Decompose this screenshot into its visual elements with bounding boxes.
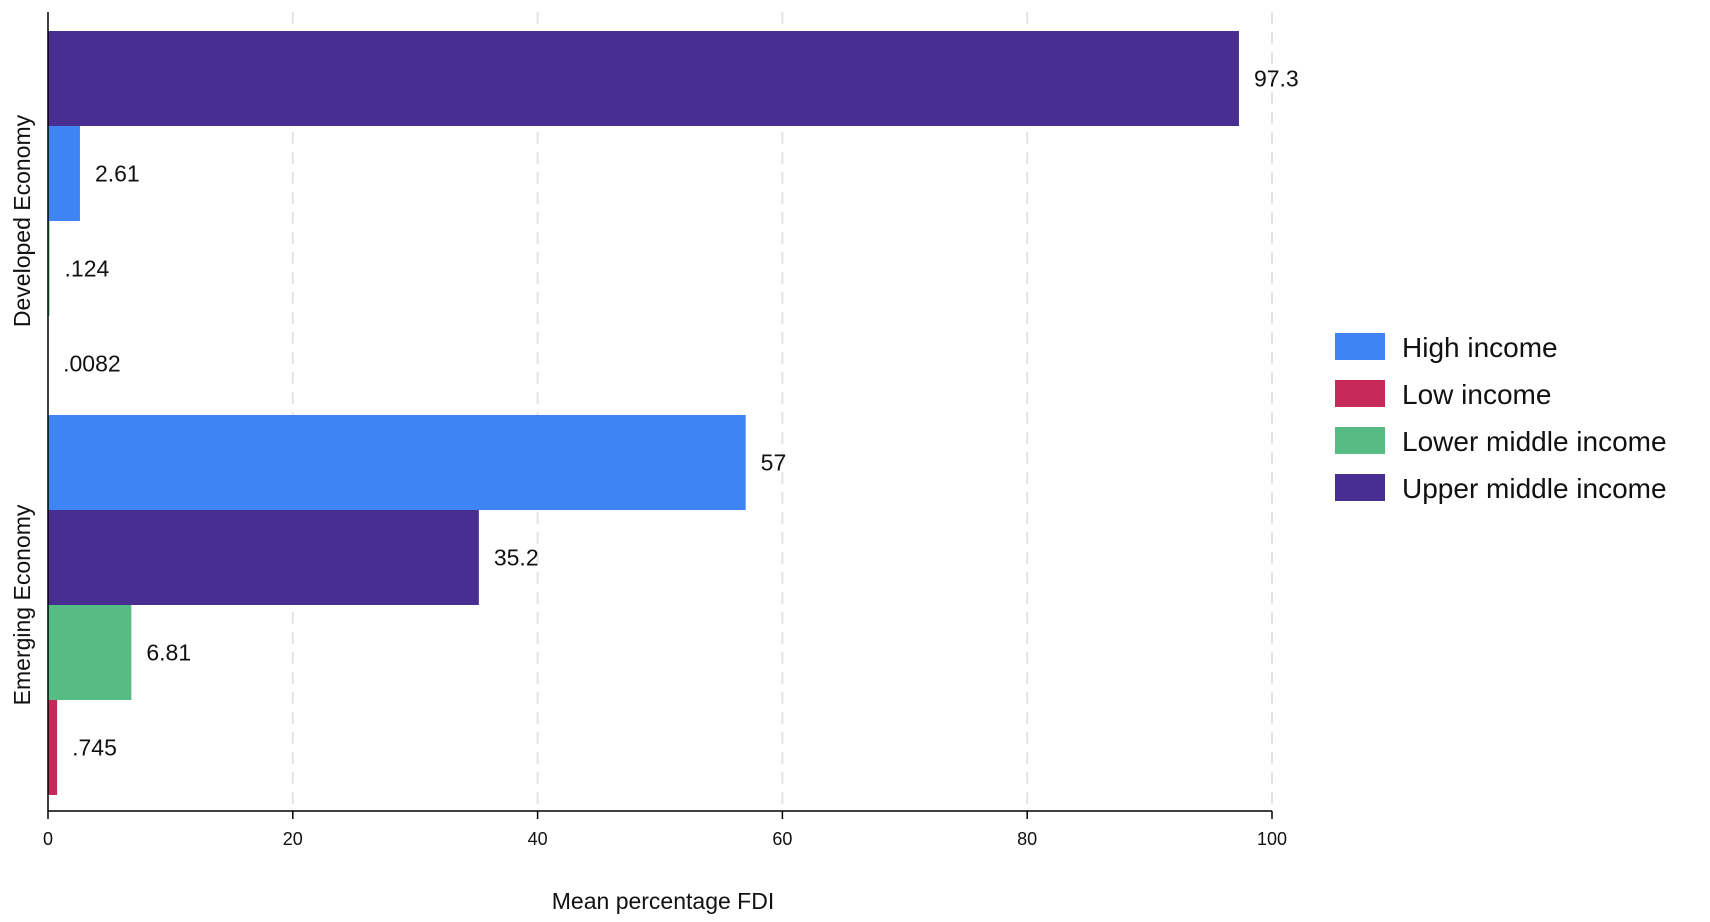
legend-label: High income (1402, 332, 1558, 363)
bar (48, 126, 80, 221)
bar (48, 221, 50, 316)
bar (48, 415, 746, 510)
x-tick-label: 100 (1257, 829, 1287, 849)
y-category-label: Developed Economy (9, 114, 35, 327)
x-axis-title: Mean percentage FDI (552, 888, 774, 914)
legend-swatch (1335, 380, 1385, 407)
bar-value-label: .745 (72, 735, 117, 761)
x-tick-label: 0 (43, 829, 53, 849)
legend-swatch (1335, 474, 1385, 501)
x-tick-label: 60 (772, 829, 792, 849)
bar-value-label: 2.61 (95, 161, 140, 187)
grid-lines (291, 12, 1273, 811)
bar (48, 700, 58, 795)
x-tick-label: 20 (283, 829, 303, 849)
legend-label: Lower middle income (1402, 426, 1667, 457)
legend-swatch (1335, 427, 1385, 454)
bar-value-label: .0082 (63, 351, 121, 377)
bar-value-label: 57 (761, 450, 787, 476)
legend-label: Upper middle income (1402, 473, 1667, 504)
bar-value-label: 35.2 (494, 545, 539, 571)
bar (48, 605, 132, 700)
bar (48, 31, 1239, 126)
legend-label: Low income (1402, 379, 1551, 410)
bar (48, 510, 479, 605)
x-tick-label: 80 (1017, 829, 1037, 849)
legend: High income Low income Lower middle income… (1335, 332, 1667, 504)
labels: 0 20 40 60 80 100 97.3 2.61 .124 .0082 Developed E… (9, 66, 1299, 850)
x-tick-label: 40 (528, 829, 548, 849)
axes (47, 12, 1272, 812)
bars (48, 31, 1239, 795)
bar-value-label: 97.3 (1254, 66, 1299, 92)
bar-value-label: 6.81 (146, 640, 191, 666)
legend-swatch (1335, 333, 1385, 360)
bar-value-label: .124 (65, 256, 110, 282)
y-category-label: Emerging Economy (9, 504, 35, 705)
